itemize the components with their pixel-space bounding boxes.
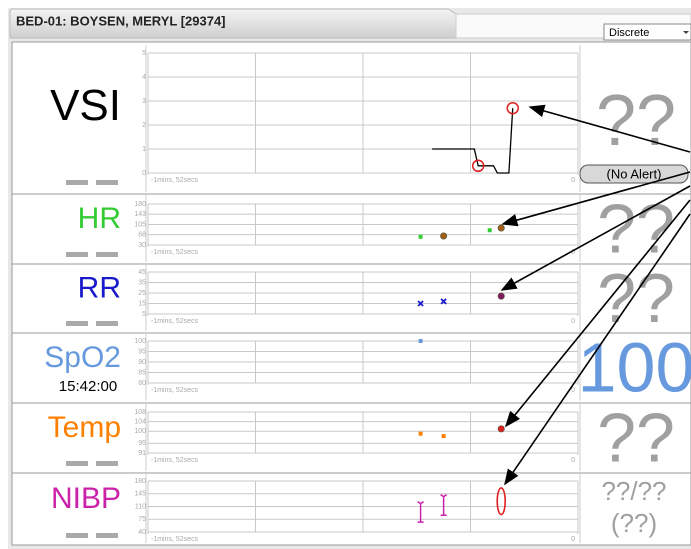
x-tick-label: 0	[571, 249, 575, 256]
y-tick-label: 80	[138, 380, 146, 387]
vital-label: Temp	[48, 411, 121, 444]
x-tick-label: -1mins, 52secs	[151, 387, 199, 394]
vital-value: ??/??	[601, 476, 666, 506]
placeholder-dash	[66, 180, 88, 185]
vital-value: ??	[596, 81, 676, 161]
bp-range	[440, 494, 448, 516]
x-tick-label: 0	[571, 387, 575, 394]
arrow	[500, 185, 691, 291]
y-tick-label: 30	[138, 242, 146, 249]
vital-label: RR	[78, 271, 121, 304]
y-tick-label: 180	[134, 201, 146, 208]
y-tick-label: 0	[142, 170, 146, 177]
vital-label: NIBP	[51, 482, 121, 515]
point	[487, 228, 492, 233]
x-tick-label: 0	[571, 457, 575, 464]
y-tick-label: 68	[138, 231, 146, 238]
vital-value-mean: (??)	[611, 508, 657, 538]
vital-time: 15:42:00	[59, 378, 117, 395]
y-tick-label: 3	[142, 98, 146, 105]
y-tick-label: 95	[138, 440, 146, 447]
alert-ring	[471, 159, 485, 173]
y-tick-label: 104	[134, 418, 146, 425]
x-tick-label: 0	[571, 536, 575, 543]
vital-label: VSI	[50, 81, 121, 130]
placeholder-dash	[66, 321, 88, 326]
y-tick-label: 90	[138, 359, 146, 366]
point	[440, 298, 447, 305]
y-tick-label: 1	[142, 146, 146, 153]
header-tab	[9, 8, 457, 39]
point	[418, 234, 423, 239]
x-tick-label: -1mins, 52secs	[151, 536, 199, 543]
x-tick-label: -1mins, 52secs	[151, 318, 199, 325]
y-tick-label: 100	[134, 338, 146, 345]
y-tick-label: 2	[142, 122, 146, 129]
vital-value: ??	[597, 398, 675, 476]
y-tick-label: 40	[138, 529, 146, 536]
y-tick-label: 4	[142, 74, 146, 81]
point	[418, 339, 423, 343]
y-tick-label: 25	[138, 290, 146, 297]
point	[497, 292, 505, 300]
y-tick-label: 91	[138, 450, 146, 457]
placeholder-dash	[96, 461, 118, 466]
vital-label: SpO2	[44, 341, 121, 374]
bp-range	[417, 500, 425, 523]
vsi-line	[432, 108, 514, 174]
y-tick-label: 110	[135, 503, 146, 510]
placeholder-dash	[96, 533, 118, 538]
y-tick-label: 15	[138, 300, 146, 307]
point	[441, 434, 446, 439]
x-tick-label: 0	[571, 177, 575, 184]
placeholder-dash	[66, 252, 88, 257]
vital-label: HR	[78, 202, 121, 235]
annotation-arrows	[500, 104, 691, 486]
y-tick-label: 108	[134, 409, 146, 416]
placeholder-dash	[96, 180, 118, 185]
alert-ring	[506, 101, 519, 115]
alert-text[interactable]: (No Alert)	[607, 166, 662, 181]
arrow	[504, 199, 691, 428]
point	[497, 224, 505, 232]
y-tick-label: 35	[138, 279, 146, 286]
y-tick-label: 5	[142, 311, 146, 318]
point	[440, 232, 448, 240]
arrow	[501, 171, 691, 227]
y-tick-label: 95	[138, 348, 146, 355]
placeholder-dash	[66, 461, 88, 466]
arrow	[504, 213, 691, 486]
point	[497, 425, 505, 433]
mode-select[interactable]	[603, 23, 691, 41]
y-tick-label: 145	[134, 491, 146, 498]
point	[418, 431, 423, 436]
placeholder-dash	[96, 252, 118, 257]
alert-button[interactable]	[579, 164, 689, 184]
arrow	[528, 104, 691, 153]
vital-value: ??	[597, 259, 675, 337]
y-tick-label: 85	[138, 369, 146, 376]
y-tick-label: 100	[134, 428, 146, 435]
point	[417, 300, 424, 307]
y-tick-label: 180	[134, 478, 146, 485]
y-tick-label: 45	[138, 269, 146, 276]
y-tick-label: 105	[134, 221, 146, 228]
y-tick-label: 75	[138, 516, 146, 523]
x-tick-label: -1mins, 52secs	[151, 457, 199, 464]
x-tick-label: -1mins, 52secs	[151, 249, 199, 256]
header-title: BED-01: BOYSEN, MERYL [29374]	[16, 13, 226, 28]
y-tick-label: 5	[142, 50, 146, 57]
placeholder-dash	[66, 533, 88, 538]
vital-value: 100	[578, 328, 691, 406]
placeholder-dash	[96, 321, 118, 326]
x-tick-label: 0	[571, 318, 575, 325]
y-tick-label: 143	[134, 211, 146, 218]
mode-select-text[interactable]: Discrete	[609, 27, 649, 39]
select-arrow[interactable]	[683, 31, 689, 34]
x-tick-label: -1mins, 52secs	[151, 177, 199, 184]
bp-range	[496, 487, 507, 516]
